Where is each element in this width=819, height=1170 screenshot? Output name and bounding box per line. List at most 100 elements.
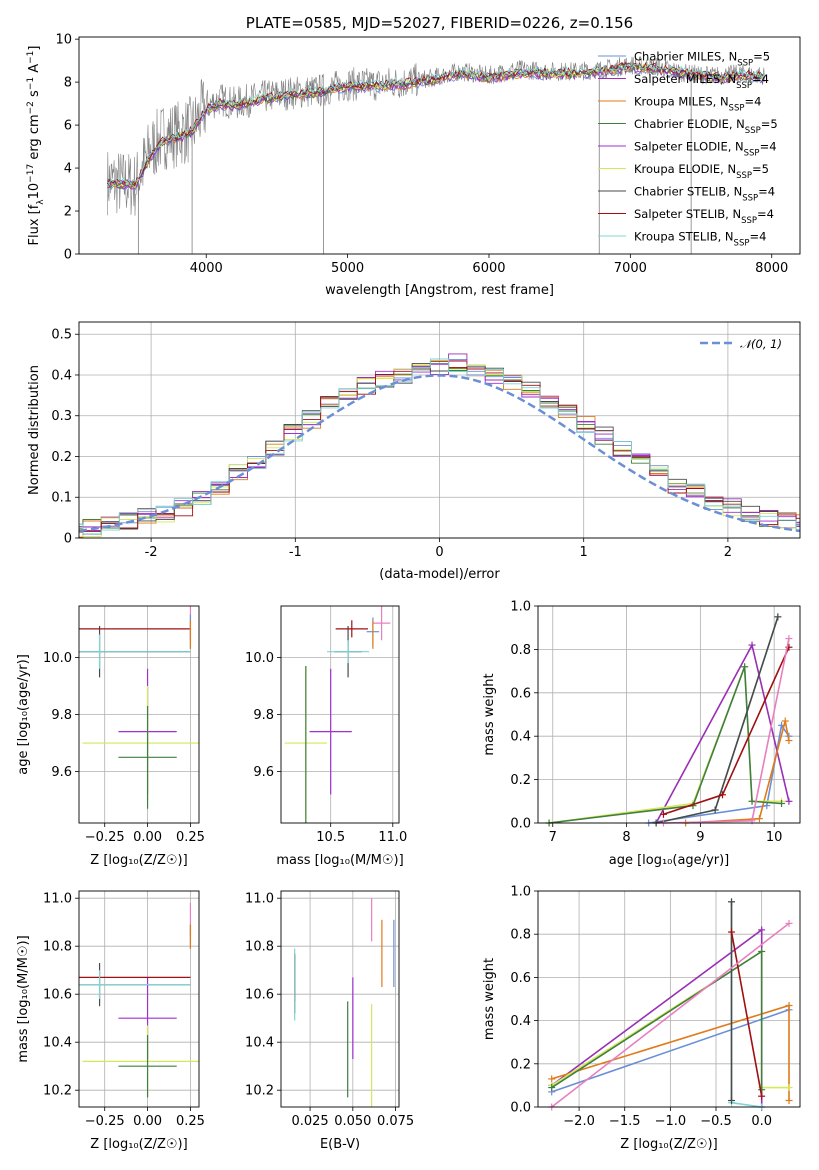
tick-label-x: −0.5	[700, 1114, 732, 1129]
tick-label-x: 5000	[331, 261, 364, 276]
residuals-plot-area	[79, 353, 800, 538]
legend-label: Kroupa MILES, NSSP=4	[634, 95, 761, 114]
error-bar-point	[326, 640, 370, 664]
y-axis-label-part: ]	[27, 46, 42, 51]
y-axis-label: mass weight	[482, 673, 497, 755]
mass_vs_Z-axes: −0.25 0.00 0.25 10.2 10.4 10.6 10.8 11.0 Z [log₁…	[16, 890, 205, 1152]
error-bar-point	[79, 970, 191, 999]
tick-label-x: 0.00	[133, 830, 162, 845]
tick-label-x: 0.050	[334, 1114, 371, 1129]
legend-label-sub: SSP	[736, 171, 752, 181]
tick-label-x: 10.5	[316, 830, 345, 845]
y-axis-label-part: erg cm	[27, 114, 42, 163]
mass_vs_Z-plot-area	[79, 903, 199, 1098]
legend-label-suffix: =5	[752, 162, 769, 176]
weight-series-line	[655, 616, 779, 824]
weight-series-line	[551, 1009, 790, 1093]
tick-label-y: 10.6	[43, 988, 72, 1003]
spectrum-axes: PLATE=0585, MJD=52027, FIBERID=0226, z=0…	[26, 14, 801, 298]
axes-frame	[78, 605, 200, 824]
age_vs_Z-axes: −0.25 0.00 0.25 9.6 9.8 10.0 Z [log₁₀(Z/Z☉)] ag…	[16, 605, 205, 868]
tick-label-y: 9.8	[51, 708, 72, 723]
tick-label-y: 0.3	[51, 409, 72, 424]
weight-series-line	[663, 638, 790, 824]
age_vs_mass-plot-area	[284, 606, 391, 823]
tick-label-y: 10.8	[43, 940, 72, 955]
tick-label-x: 0.25	[176, 1114, 205, 1129]
tick-label-x: 0.025	[291, 1114, 328, 1129]
weight_vs_age-axes: 7 8 9 10 0.0 0.2 0.4 0.6 0.8 1.0 age [log₁₀(age/yr…	[482, 600, 801, 868]
tick-label-y: 0	[64, 532, 72, 547]
legend-label: Salpeter ELODIE, NSSP=4	[634, 140, 777, 159]
legend-label-suffix: =4	[758, 185, 775, 199]
tick-label-x: −2.0	[563, 1114, 595, 1129]
legend-label: Kroupa STELIB, NSSP=4	[634, 230, 766, 249]
tick-label-y: 9.8	[253, 708, 274, 723]
y-axis-label-part: −2	[26, 101, 36, 114]
weight-series-line	[730, 931, 763, 1097]
tick-label-y: 0.4	[510, 1014, 531, 1029]
y-axis-label-part: 10	[27, 183, 42, 200]
legend-label-sub: SSP	[729, 104, 745, 114]
y-axis-label: Flux [fλ10−17 erg cm−2 s−1 A−1]	[26, 46, 46, 246]
age_vs_Z-plot-area	[79, 606, 199, 809]
tick-label-y: 10.0	[43, 651, 72, 666]
tick-label-y: 0.8	[510, 643, 531, 658]
tick-label-x: 0.075	[377, 1114, 414, 1129]
weight_vs_Z-plot-area	[548, 898, 793, 1111]
legend-label-suffix: =4	[757, 207, 774, 221]
weight-series-line	[549, 666, 782, 824]
legend-label-sub: SSP	[741, 216, 757, 226]
tick-label-y: 0.0	[510, 1101, 531, 1116]
legend-label: Kroupa ELODIE, NSSP=5	[634, 162, 769, 181]
tick-label-x: 6000	[472, 261, 505, 276]
weight-series	[548, 947, 766, 1094]
weight-series-line	[655, 616, 779, 824]
y-axis-label-part: λ	[36, 199, 46, 205]
legend-label-suffix: =4	[744, 95, 761, 109]
error-bar-point	[79, 634, 191, 669]
weight-series	[548, 1001, 793, 1105]
legend-label: Chabrier MILES, NSSP=5	[634, 50, 770, 69]
weight-series	[728, 928, 766, 1100]
tick-label-y: 0.1	[51, 491, 72, 506]
tick-label-y: 0.6	[510, 971, 531, 986]
y-axis-label-part: s	[27, 90, 42, 101]
legend-label-main: Chabrier MILES, N	[634, 50, 737, 64]
x-axis-label: age [log₁₀(age/yr)]	[609, 853, 730, 868]
legend-label: Chabrier ELODIE, NSSP=5	[634, 117, 778, 136]
tick-label-y: 10.4	[43, 1036, 72, 1051]
tick-label-y: 10	[55, 33, 72, 48]
tick-label-y: 0.4	[510, 730, 531, 745]
y-axis-label-part: A	[27, 64, 42, 77]
model-spectrum-line	[107, 63, 765, 187]
tick-label-x: 0.0	[751, 1114, 772, 1129]
tick-label-y: 0.5	[51, 328, 72, 343]
tick-label-y: 1.0	[510, 885, 531, 900]
legend-label-sub: SSP	[745, 126, 761, 136]
tick-label-x: 2	[724, 545, 732, 560]
age_vs_mass-axes: 10.5 11.0 9.6 9.8 10.0 mass [log₁₀(M/M☉)]	[245, 605, 407, 868]
tick-label-y: 9.6	[51, 765, 72, 780]
weight_vs_age-plot-area	[545, 613, 793, 827]
histogram-step-line	[79, 360, 800, 533]
legend-label-sub: SSP	[734, 239, 750, 249]
tick-label-y: 4	[64, 162, 72, 177]
y-axis-label-part: Flux [f	[27, 204, 42, 245]
tick-label-x: 8000	[755, 261, 788, 276]
tick-label-x: 0.25	[176, 830, 205, 845]
legend-label-suffix: =5	[761, 117, 778, 131]
legend-label-main: Kroupa ELODIE, N	[634, 162, 736, 176]
axes-frame	[537, 890, 801, 1108]
legend-label: Salpeter MILES, NSSP=4	[634, 72, 769, 91]
tick-label-x: 4000	[190, 261, 223, 276]
y-axis-label: mass [log₁₀(M/M☉)]	[16, 935, 31, 1062]
legend-label-main: Kroupa STELIB, N	[634, 230, 734, 244]
axes-frame	[78, 890, 200, 1108]
x-axis-label: mass [log₁₀(M/M☉)]	[276, 853, 403, 868]
legend-label-suffix: =4	[752, 72, 769, 86]
tick-label-y: 6	[64, 119, 72, 134]
legend-label: 𝒩(0, 1)	[740, 337, 782, 351]
axes-frame	[78, 321, 801, 539]
